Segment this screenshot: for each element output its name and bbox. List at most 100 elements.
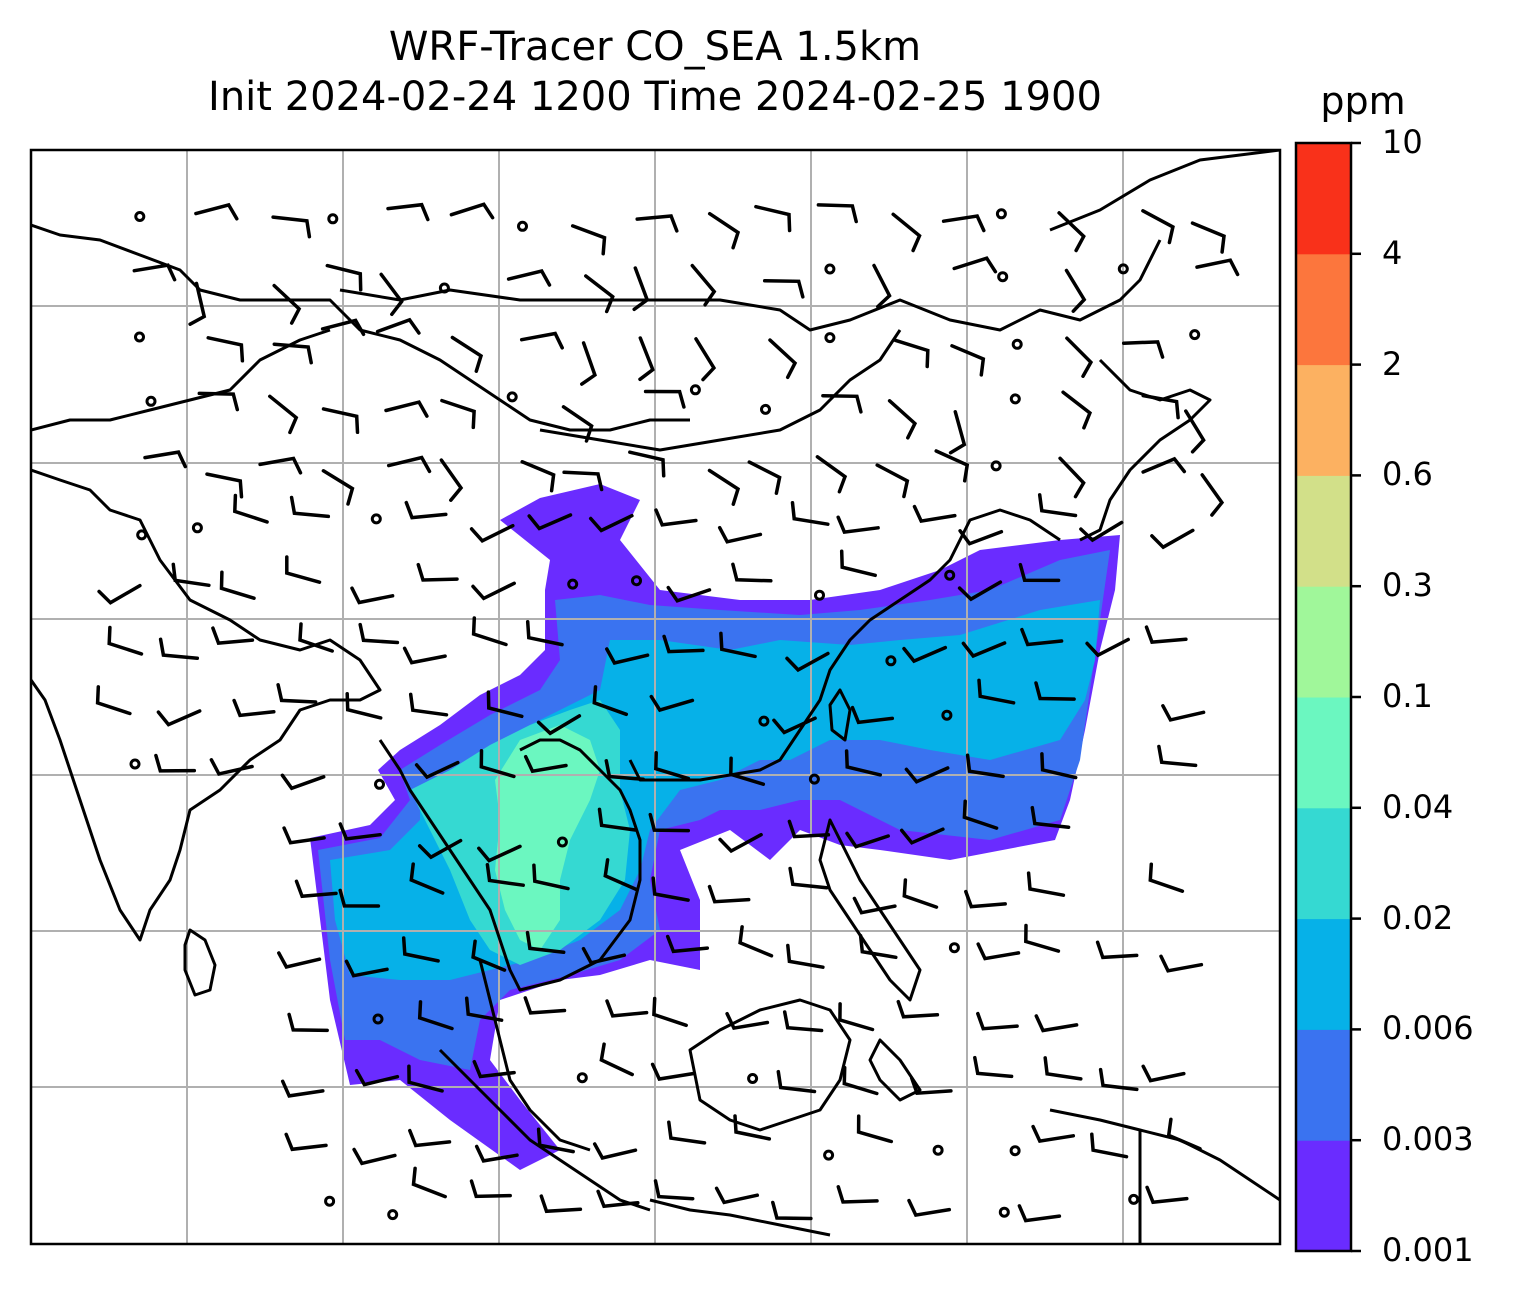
wind-barb	[899, 827, 945, 845]
colorbar-tick-label: 10	[1382, 123, 1423, 161]
wind-barb	[771, 1200, 813, 1221]
wind-barb	[449, 202, 495, 220]
wind-barb	[893, 338, 930, 369]
wind-barb	[95, 685, 132, 716]
wind-barb	[628, 450, 666, 478]
wind-barb	[596, 1189, 640, 1209]
calm-wind-circle	[823, 1149, 835, 1161]
wind-barb	[902, 878, 939, 909]
calm-wind-circle	[758, 715, 770, 727]
wind-barb	[358, 622, 400, 645]
wind-barb	[772, 716, 817, 735]
wind-barb	[891, 212, 922, 253]
wind-barb	[408, 692, 449, 717]
wind-barb	[536, 1127, 575, 1154]
wind-barb	[788, 866, 829, 890]
wind-barb	[690, 263, 717, 307]
wind-barb	[650, 1062, 695, 1081]
calm-wind-circle	[944, 569, 956, 581]
wind-barb	[603, 858, 639, 892]
calm-wind-circle	[129, 758, 141, 770]
wind-barb	[1043, 1056, 1083, 1081]
wind-barb	[643, 389, 686, 409]
wind-barb	[197, 391, 240, 412]
wind-barb	[298, 622, 334, 653]
wind-barb	[1017, 1204, 1062, 1223]
wind-barb	[754, 204, 792, 233]
wind-barb	[667, 1120, 707, 1145]
colorbar-tick-label: 0.006	[1382, 1009, 1474, 1048]
wind-barb	[1141, 209, 1175, 245]
wind-barb	[532, 863, 570, 891]
wind-barb	[707, 884, 751, 904]
calm-wind-circle	[134, 331, 145, 343]
wind-barb	[958, 529, 1004, 546]
wind-barb	[731, 562, 773, 583]
wind-barb	[409, 862, 445, 895]
wind-barb	[525, 930, 566, 955]
wind-barb	[580, 341, 597, 386]
wind-barb	[209, 758, 254, 776]
wind-barb	[280, 1079, 325, 1098]
wind-barb	[321, 407, 360, 435]
wind-barb	[785, 651, 830, 673]
calm-wind-circle	[997, 271, 1009, 283]
colorbar-unit-label: ppm	[1320, 79, 1406, 123]
calm-wind-circle	[948, 942, 960, 954]
wind-barb	[469, 1179, 512, 1199]
calm-wind-circle	[324, 1195, 336, 1207]
colorbar-segment	[1296, 364, 1351, 476]
wind-barb	[845, 831, 890, 849]
calm-wind-circle	[191, 522, 203, 534]
wind-barb	[1058, 456, 1086, 499]
calm-wind-circle	[1117, 263, 1129, 275]
wind-barb	[1095, 940, 1139, 960]
wind-barb	[588, 513, 634, 533]
wind-barb	[407, 1064, 444, 1093]
coastline-new-guinea	[1049, 1108, 1280, 1202]
wind-barb	[379, 272, 404, 317]
title-line-2: Init 2024-02-24 1200 Time 2024-02-25 190…	[208, 74, 1102, 120]
wind-barb	[404, 500, 448, 520]
wind-barb	[1018, 562, 1061, 583]
wind-barb	[1031, 1124, 1076, 1144]
wind-barb	[973, 1055, 1014, 1079]
wind-barb	[276, 683, 318, 704]
coastline-taiwan	[828, 688, 852, 742]
wind-barb	[325, 263, 363, 292]
colorbar-tick-label: 0.003	[1382, 1120, 1474, 1159]
wind-barb	[345, 691, 383, 720]
wind-barb	[479, 749, 516, 779]
wind-barb	[599, 1042, 634, 1077]
coastline-far-east	[1049, 150, 1280, 232]
colorbar	[1294, 141, 1361, 1253]
colorbar-segment	[1296, 1140, 1351, 1252]
wind-barb	[842, 1065, 879, 1096]
wind-barb	[717, 525, 763, 544]
wind-barb	[519, 331, 564, 350]
coastline-sumatra	[438, 1048, 651, 1212]
wind-barb	[1090, 1132, 1129, 1159]
calm-wind-circle	[370, 513, 382, 525]
wind-barb	[272, 342, 313, 365]
calm-wind-circle	[824, 263, 836, 275]
wind-barb	[584, 274, 615, 314]
wind-barb	[694, 337, 717, 382]
wind-barb	[277, 951, 322, 970]
wind-barb	[707, 211, 741, 250]
colorbar-segment	[1296, 697, 1351, 809]
colorbar-segment	[1296, 1029, 1351, 1141]
wind-barb	[417, 838, 463, 860]
calm-wind-circle	[1128, 1193, 1140, 1205]
calm-wind-circle	[517, 220, 528, 232]
wind-barb	[725, 1011, 770, 1031]
wind-barb	[485, 862, 525, 887]
map-frame	[29, 148, 1282, 1246]
wind-barb	[523, 996, 567, 1015]
wind-barb	[965, 753, 1005, 779]
wind-barb	[666, 585, 712, 603]
wind-barb	[1040, 752, 1078, 780]
calm-wind-circle	[631, 575, 642, 587]
wind-barb	[232, 698, 276, 718]
wind-barb	[1157, 744, 1198, 768]
